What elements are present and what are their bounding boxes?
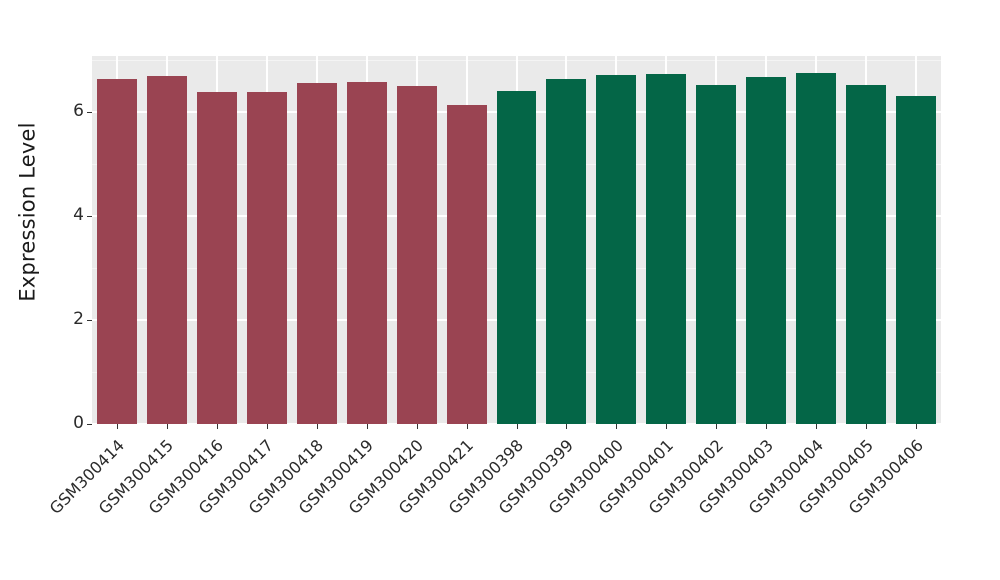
x-axis-tick-mark — [266, 424, 268, 429]
bar — [746, 77, 787, 424]
bars-layer — [92, 56, 941, 424]
x-axis-tick-mark — [216, 424, 218, 429]
bar — [546, 78, 587, 424]
x-axis-tick-mark — [766, 424, 768, 429]
y-axis-tick-mark — [87, 423, 92, 425]
bar — [696, 85, 737, 424]
x-axis-labels: GSM300414 GSM300415 GSM300416 GSM300417 GSM3… — [45, 430, 941, 570]
x-axis-tick-mark — [516, 424, 518, 429]
bar — [446, 105, 487, 424]
bar — [396, 86, 437, 424]
bar — [796, 72, 837, 424]
bar — [296, 82, 337, 424]
bar — [596, 75, 637, 424]
y-axis-tick-label: 0 — [73, 412, 84, 433]
bar — [196, 91, 237, 424]
x-axis-tick-mark — [616, 424, 618, 429]
x-axis-tick-mark — [666, 424, 668, 429]
bar — [246, 91, 287, 424]
x-axis-tick-mark — [916, 424, 918, 429]
x-axis-tick-mark — [316, 424, 318, 429]
x-axis-tick-marks — [92, 424, 941, 430]
bar — [346, 82, 387, 424]
plot-panel — [92, 56, 941, 424]
bar — [646, 73, 687, 424]
x-axis-tick-mark — [816, 424, 818, 429]
x-axis-tick-mark — [466, 424, 468, 429]
x-axis-tick-mark — [866, 424, 868, 429]
bar — [96, 79, 137, 424]
bar — [496, 91, 537, 424]
y-axis-tick-mark — [87, 319, 92, 321]
y-axis-title: Expression Level — [0, 0, 56, 424]
x-axis-tick-mark — [716, 424, 718, 429]
x-axis-tick-mark — [566, 424, 568, 429]
bar — [846, 85, 887, 424]
y-axis-tick-mark — [87, 111, 92, 113]
y-axis-ticks: 0 2 4 6 — [56, 56, 92, 431]
bar — [146, 75, 187, 424]
y-axis-tick-label: 4 — [73, 204, 84, 225]
x-axis-tick-mark — [116, 424, 118, 429]
x-axis-tick-mark — [366, 424, 368, 429]
x-axis-tick-mark — [166, 424, 168, 429]
x-axis-tick-mark — [416, 424, 418, 429]
y-axis-tick-label: 2 — [73, 308, 84, 329]
y-axis-tick-mark — [87, 215, 92, 217]
y-axis-tick-label: 6 — [73, 100, 84, 121]
y-axis-title-label: Expression Level — [16, 122, 40, 302]
bar — [896, 96, 936, 424]
